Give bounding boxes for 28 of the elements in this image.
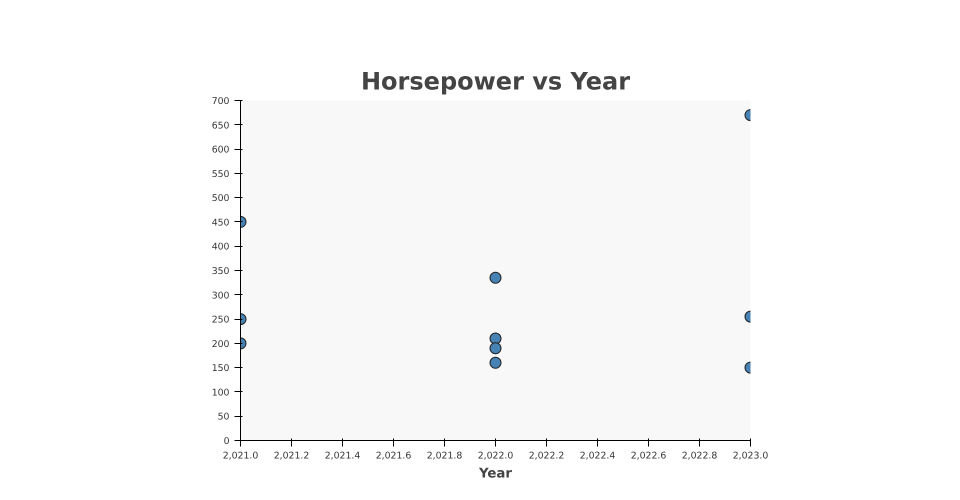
x-tick-label: 2,021.4 (324, 450, 360, 462)
y-tick-label: 100 (212, 387, 230, 398)
y-tick-label: 250 (212, 314, 230, 326)
x-tick-label: 2,022.6 (630, 450, 666, 462)
y-tick-label: 500 (212, 193, 230, 204)
x-tick-label: 2,021.8 (426, 450, 462, 462)
y-tick-label: 200 (212, 338, 230, 350)
y-tick-label: 700 (212, 96, 230, 107)
y-tick-label: 650 (212, 120, 230, 132)
x-tick-label: 2,021.0 (222, 450, 258, 462)
y-tick-label: 150 (212, 363, 230, 374)
x-tick-label: 2,021.6 (376, 450, 412, 462)
y-tick-label: 350 (212, 266, 230, 277)
chart-title: Horsepower vs Year (360, 68, 630, 96)
x-tick-label: 2,022.0 (478, 450, 514, 462)
y-tick-label: 50 (218, 412, 230, 423)
x-axis-title: Year (478, 466, 512, 482)
y-tick-label: 400 (212, 242, 230, 253)
x-tick-label: 2,023.0 (732, 450, 768, 462)
y-tick-label: 0 (224, 436, 230, 447)
y-tick-label: 300 (212, 290, 230, 302)
y-tick-label: 450 (212, 217, 230, 228)
x-tick-label: 2,021.2 (274, 450, 310, 462)
x-tick-label: 2,022.2 (528, 450, 564, 462)
x-tick-label: 2,022.4 (580, 450, 616, 462)
y-tick-label: 600 (212, 144, 230, 156)
y-tick-label: 550 (212, 168, 230, 180)
x-tick-label: 2,022.8 (682, 450, 718, 462)
